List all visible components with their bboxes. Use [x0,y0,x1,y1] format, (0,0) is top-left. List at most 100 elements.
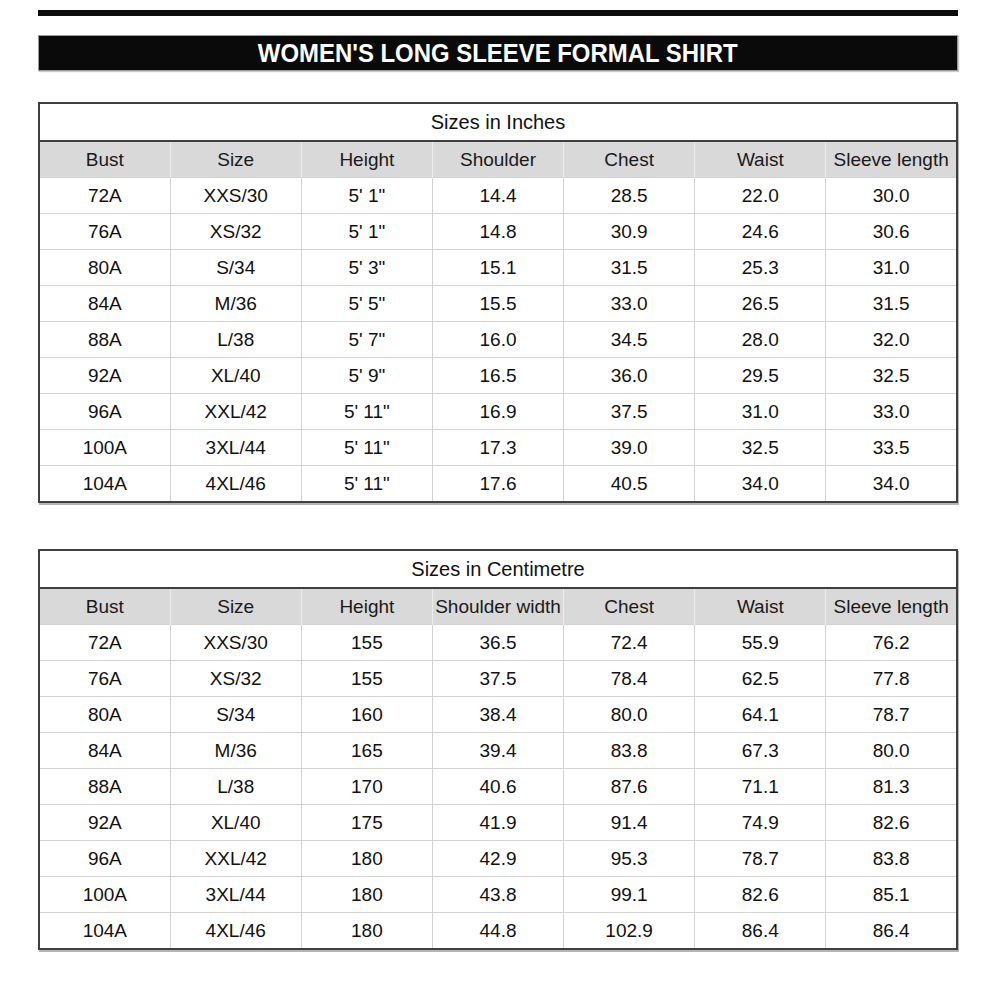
table-cell: 16.0 [432,322,563,358]
table-cell: 160 [301,697,432,733]
table-cell: 30.0 [826,178,957,214]
table-cell: 92A [39,805,170,841]
table-cell: XXL/42 [170,394,301,430]
table-cell: 29.5 [695,358,826,394]
table-cell: 83.8 [564,733,695,769]
table-cell: 180 [301,877,432,913]
column-header: Bust [39,141,170,178]
table-cell: 31.0 [826,250,957,286]
table-cell: 78.4 [564,661,695,697]
table-row: 76AXS/3215537.578.462.577.8 [39,661,957,697]
column-header: Shoulder width [432,588,563,625]
table-body: 72AXXS/3015536.572.455.976.276AXS/321553… [39,625,957,950]
table-cell: 32.0 [826,322,957,358]
table-cell: 84A [39,286,170,322]
table-cell: 76.2 [826,625,957,661]
table-cell: XS/32 [170,661,301,697]
table-cell: 85.1 [826,877,957,913]
table-cell: 5' 11" [301,466,432,503]
table-cell: 88A [39,322,170,358]
table-cell: 96A [39,841,170,877]
table-cell: 100A [39,877,170,913]
size-chart-page: WOMEN'S LONG SLEEVE FORMAL SHIRT Sizes i… [38,10,958,950]
table-cell: 33.0 [826,394,957,430]
column-header: Bust [39,588,170,625]
table-cell: 44.8 [432,913,563,950]
table-cell: 91.4 [564,805,695,841]
table-header-row: BustSizeHeightShoulder widthChestWaistSl… [39,588,957,625]
table-row: 104A4XL/4618044.8102.986.486.4 [39,913,957,950]
table-cell: 5' 11" [301,430,432,466]
table-cell: 28.5 [564,178,695,214]
table-cell: 5' 3" [301,250,432,286]
table-cell: 22.0 [695,178,826,214]
table-cell: 31.5 [826,286,957,322]
table-cell: M/36 [170,733,301,769]
table-cell: 33.5 [826,430,957,466]
table-cell: XXL/42 [170,841,301,877]
table-cell: 5' 5" [301,286,432,322]
table-row: 96AXXL/425' 11"16.937.531.033.0 [39,394,957,430]
table-row: 84AM/3616539.483.867.380.0 [39,733,957,769]
column-header: Size [170,588,301,625]
table-cell: 96A [39,394,170,430]
table-cell: 17.3 [432,430,563,466]
table-cell: 16.5 [432,358,563,394]
table-cell: 76A [39,661,170,697]
table-cell: 78.7 [695,841,826,877]
table-row: 92AXL/405' 9"16.536.029.532.5 [39,358,957,394]
table-header-row: BustSizeHeightShoulderChestWaistSleeve l… [39,141,957,178]
table-cell: 28.0 [695,322,826,358]
table-cell: XS/32 [170,214,301,250]
table-cell: 4XL/46 [170,466,301,503]
table-cell: 15.5 [432,286,563,322]
table-cell: 104A [39,913,170,950]
table-cell: 165 [301,733,432,769]
table-cell: 76A [39,214,170,250]
table-cell: 87.6 [564,769,695,805]
table-cell: 104A [39,466,170,503]
table-cell: 34.5 [564,322,695,358]
table-cell: 39.4 [432,733,563,769]
table-cell: 99.1 [564,877,695,913]
table-cell: 77.8 [826,661,957,697]
table-cell: 175 [301,805,432,841]
table-cell: 43.8 [432,877,563,913]
table-row: 88AL/3817040.687.671.181.3 [39,769,957,805]
column-header: Height [301,588,432,625]
table-caption-row: Sizes in Inches [39,103,957,141]
table-cell: 39.0 [564,430,695,466]
table-cell: 80A [39,697,170,733]
table-cell: L/38 [170,322,301,358]
table-cell: 170 [301,769,432,805]
table-cell: XL/40 [170,805,301,841]
column-header: Waist [695,588,826,625]
table-cell: 14.4 [432,178,563,214]
table-cell: 5' 9" [301,358,432,394]
table-cell: 31.5 [564,250,695,286]
table-cell: 82.6 [695,877,826,913]
column-header: Chest [564,588,695,625]
table-cell: 84A [39,733,170,769]
table-cell: 5' 7" [301,322,432,358]
table-row: 92AXL/4017541.991.474.982.6 [39,805,957,841]
table-cell: 34.0 [826,466,957,503]
table-cell: 95.3 [564,841,695,877]
table-cell: XXS/30 [170,625,301,661]
table-cell: 33.0 [564,286,695,322]
column-header: Size [170,141,301,178]
table-cell: 155 [301,661,432,697]
table-cell: 36.5 [432,625,563,661]
table-cell: 80.0 [826,733,957,769]
table-cell: 92A [39,358,170,394]
column-header: Chest [564,141,695,178]
table-cell: 64.1 [695,697,826,733]
table-row: 96AXXL/4218042.995.378.783.8 [39,841,957,877]
table-cell: 17.6 [432,466,563,503]
table-cell: 78.7 [826,697,957,733]
table-cell: 86.4 [695,913,826,950]
table-cell: 16.9 [432,394,563,430]
table-cell: 100A [39,430,170,466]
table-row: 80AS/3416038.480.064.178.7 [39,697,957,733]
table-cell: 36.0 [564,358,695,394]
